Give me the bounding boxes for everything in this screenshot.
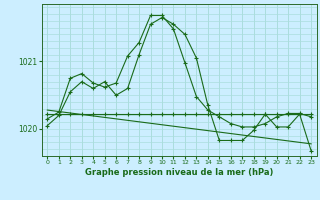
X-axis label: Graphe pression niveau de la mer (hPa): Graphe pression niveau de la mer (hPa) (85, 168, 273, 177)
